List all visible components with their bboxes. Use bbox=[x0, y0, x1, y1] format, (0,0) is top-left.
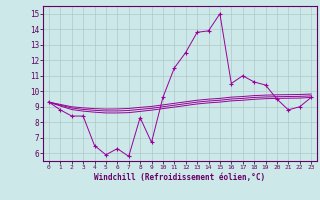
X-axis label: Windchill (Refroidissement éolien,°C): Windchill (Refroidissement éolien,°C) bbox=[94, 173, 266, 182]
